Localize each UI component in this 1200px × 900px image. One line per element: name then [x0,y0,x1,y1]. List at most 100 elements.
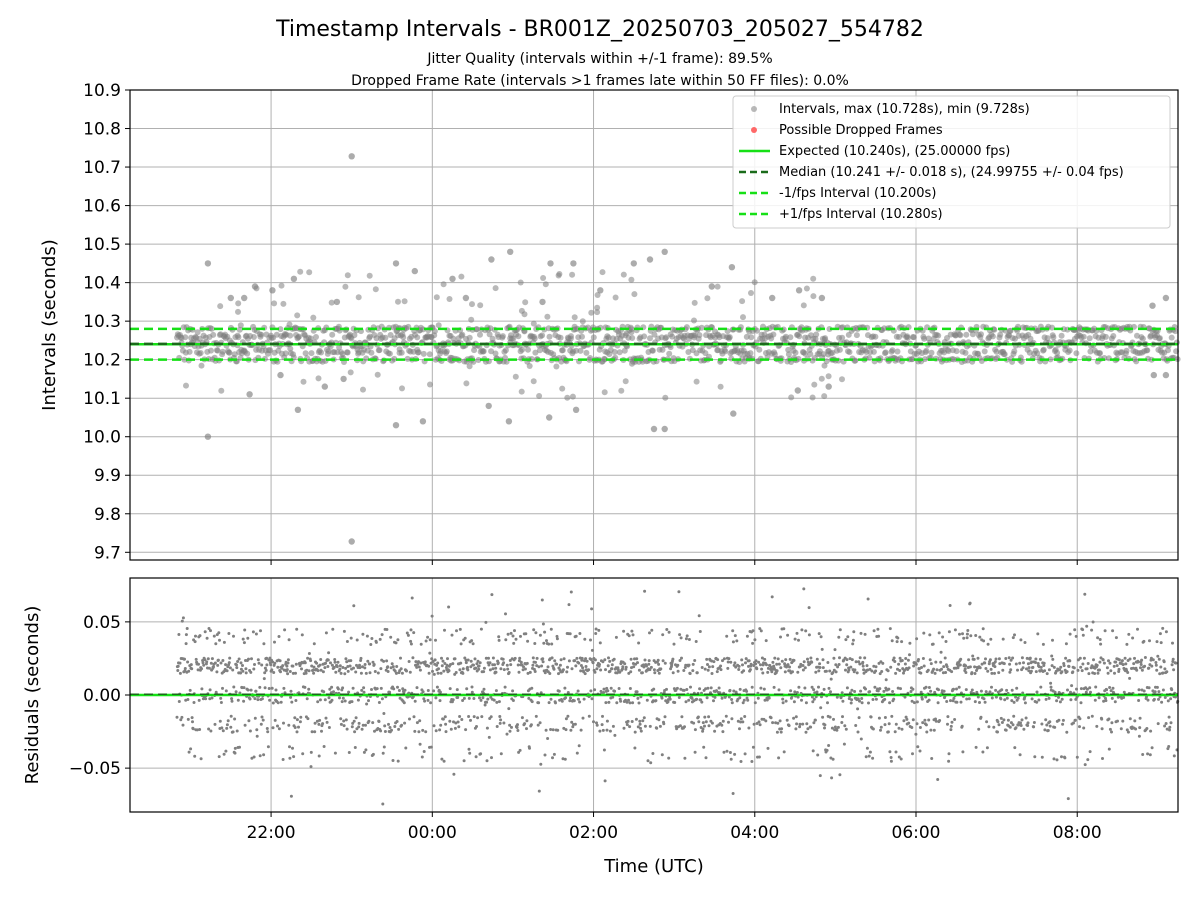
residual-point [488,661,492,665]
residual-point [806,727,810,731]
interval-point [310,314,317,321]
residual-point [796,695,800,699]
interval-point [302,350,309,357]
residual-point [894,750,898,754]
interval-point [431,328,438,335]
interval-point [219,348,226,355]
residual-point [381,802,385,806]
residual-point [573,722,577,726]
residual-point [1090,714,1094,718]
residual-point [600,723,604,727]
residual-point [717,686,721,690]
intervals-y-tick-label: 9.7 [94,543,121,563]
residual-point [509,631,513,635]
residual-point [557,689,561,693]
residual-point [874,697,878,701]
interval-point [691,317,697,324]
residual-point [711,665,715,669]
residual-point [1003,698,1007,702]
residual-point [655,726,659,730]
residual-point [533,642,537,645]
residual-point [493,663,496,667]
residual-point [550,642,554,646]
residual-point [887,722,891,726]
interval-point [374,371,381,378]
residual-point [710,659,714,663]
residual-point [941,671,945,675]
residual-point [758,627,762,631]
residual-point [482,687,486,691]
residual-point [458,668,462,672]
residual-point [1132,662,1136,666]
residual-point [851,642,855,646]
residual-point [819,706,823,710]
residual-point [371,721,375,725]
interval-outlier-point [825,383,832,390]
residual-point [850,658,854,662]
residual-point [1168,728,1171,732]
residual-point [780,727,784,731]
residual-point [409,628,413,632]
residual-point [179,718,183,722]
residual-point [1045,672,1049,676]
residual-point [464,661,468,665]
residual-point [951,699,955,703]
residual-point [525,661,529,665]
residual-point [483,703,487,707]
residual-point [687,638,691,641]
residual-point [448,687,452,691]
residual-point [199,757,203,761]
residual-point [253,663,256,666]
residual-point [645,664,648,668]
interval-point [181,356,188,363]
residual-point [334,670,338,674]
residual-point [1004,657,1008,660]
residual-point [235,666,239,670]
residual-point [259,629,262,633]
residual-point [1008,725,1012,729]
residual-point [643,724,647,728]
interval-outlier-point [246,391,253,398]
residual-point [307,652,311,655]
residual-point [522,665,525,669]
residual-point [242,686,246,690]
residual-point [322,745,326,748]
residual-point [336,660,340,664]
residual-point [771,660,775,664]
residual-point [412,715,416,719]
legend-dropped-label: Possible Dropped Frames [779,123,943,138]
residual-point [222,640,226,644]
residual-point [1009,721,1013,725]
residual-point [426,689,430,692]
residual-point [728,751,732,754]
residual-point [1088,750,1092,754]
residual-point [760,656,764,660]
residual-point [692,721,696,725]
residual-point [757,720,761,724]
residual-point [1080,669,1084,673]
interval-outlier-point [411,267,418,275]
interval-point [250,334,257,340]
residual-point [820,647,824,651]
residual-point [1123,656,1127,660]
interval-point [722,348,729,355]
residual-point [233,717,237,721]
residual-point [925,730,929,734]
residual-point [1167,745,1171,748]
residual-point [1169,697,1173,701]
residual-point [1039,685,1043,689]
residual-point [1041,642,1045,646]
residual-point [637,701,641,705]
residual-point [947,752,951,756]
residual-point [1060,670,1064,674]
residual-point [835,728,839,732]
residual-point [818,666,822,669]
residual-point [981,627,985,631]
residual-point [529,723,533,727]
interval-point [836,346,843,353]
residual-point [1038,657,1042,661]
residual-point [361,723,365,727]
residual-point [886,669,890,673]
residual-point [1022,661,1025,665]
residual-point [379,729,383,733]
